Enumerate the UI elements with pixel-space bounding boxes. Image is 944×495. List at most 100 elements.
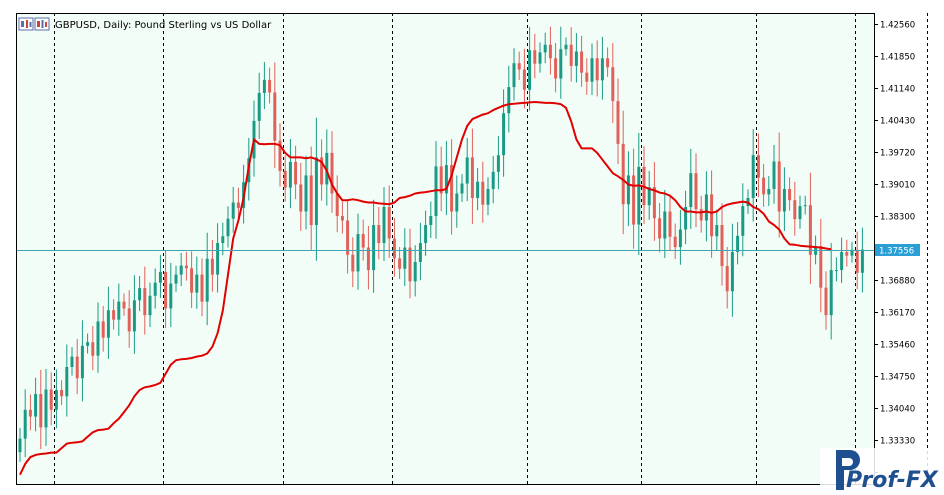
candle [470,128,474,224]
candle-body [91,342,95,356]
candle [798,195,802,229]
candle-body [210,258,214,275]
candle [756,133,760,198]
candle [678,209,682,265]
candle-body [538,52,542,64]
candle [554,42,558,93]
candle [179,252,183,286]
candle-body [798,206,802,220]
candle [658,202,662,253]
y-tick-label: 1.39720 [880,149,915,159]
candle-body [174,274,178,284]
candle-body [351,254,355,272]
candle [850,242,854,263]
candle-body [361,234,365,248]
candle-body [39,394,43,428]
candle-body [829,270,833,316]
candle [580,35,584,87]
last-price-label-bg [875,244,920,256]
candle [96,302,100,373]
candle-body [356,234,360,272]
candle [273,62,277,168]
candle [398,247,402,279]
candle [80,320,84,402]
candle [689,148,693,229]
candle-body [44,389,48,428]
y-tick-label: 1.34750 [880,373,915,383]
candle-body [294,161,298,185]
candle [767,175,771,207]
candle-body [236,202,240,208]
candle-body [585,72,589,82]
candle-body [372,225,376,271]
candle-body [138,288,142,301]
y-tick-label: 1.33330 [880,437,915,447]
candle-body [788,188,792,201]
candle-body [216,243,220,275]
candle [782,167,786,231]
candle [314,117,318,261]
candle [517,51,521,80]
candle-body [96,321,100,356]
candle-body [772,161,776,189]
y-tick-label: 1.41850 [880,53,915,63]
candle-body [262,79,266,93]
candle-body [626,175,630,205]
candle [616,78,620,165]
candle [221,222,225,256]
candle [184,251,188,281]
candle-body [179,265,183,275]
candle-body [403,247,407,269]
candle [210,239,214,292]
candle-body [793,200,797,220]
candles [18,26,864,462]
candle-body [528,50,532,90]
candle [564,37,568,56]
candle-body [18,438,22,453]
candle-body [75,356,79,379]
candle-body [112,310,116,320]
candle-body [465,157,469,184]
candle-body [855,249,859,273]
candle [730,223,734,317]
candle [325,129,329,206]
candle [491,155,495,204]
candle [637,132,641,256]
candle-body [195,274,199,293]
candle-body [507,87,511,114]
candle-body [486,188,490,205]
candle [574,33,578,83]
candle-body [23,409,27,439]
candle [606,47,610,78]
candle [715,209,719,251]
candle-body [543,44,547,53]
candle-body [559,49,563,79]
candle-body [143,288,147,316]
plot-area[interactable] [16,13,874,484]
candle-body [226,218,230,237]
candle [101,305,105,352]
candle [122,293,126,316]
candle-body [689,173,693,207]
y-tick-label: 1.38300 [880,213,915,223]
candle [860,227,864,293]
period-separators [54,13,928,484]
candle [153,268,157,309]
candle [647,170,651,220]
candle-body [418,243,422,262]
candle [408,228,412,299]
candle-body [408,247,412,282]
candle-body [450,165,454,212]
candle-body [148,295,152,316]
candle-body [632,175,636,225]
candle [361,219,365,261]
candle-body [533,50,537,64]
candle [127,290,131,348]
candle-body [673,236,677,248]
candle [788,177,792,211]
candle-body [736,235,740,253]
candle [158,254,162,298]
candle-body [668,211,672,237]
candle [268,67,272,104]
